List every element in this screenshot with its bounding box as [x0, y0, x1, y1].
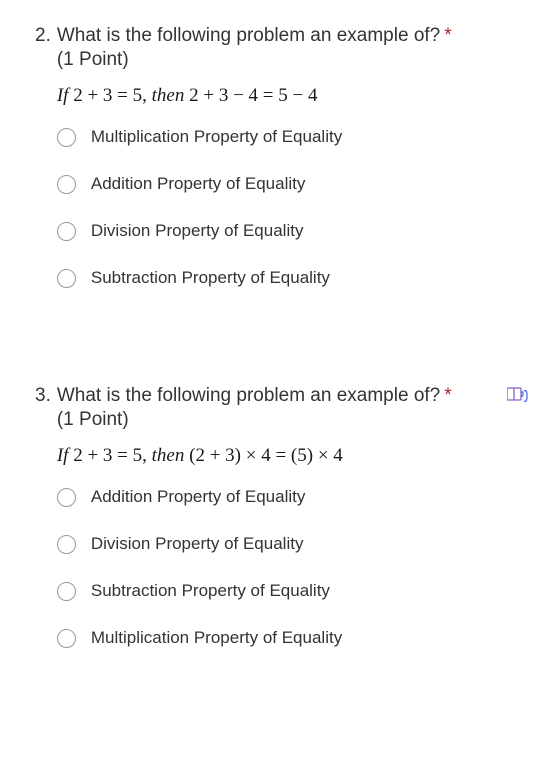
equation: If 2 + 3 = 5, then (2 + 3) × 4 = (5) × 4 [57, 445, 524, 467]
question-title-row: What is the following problem an example… [57, 25, 524, 47]
points-label: (1 Point) [57, 409, 524, 431]
question-title-row: What is the following problem an example… [57, 385, 524, 407]
equation-mid: then [152, 445, 185, 466]
equation-mid: then [152, 85, 185, 106]
question: 2. What is the following problem an examp… [35, 25, 524, 315]
question-header: 2. What is the following problem an examp… [35, 25, 524, 315]
equation-part: 2 + 3 − 4 = 5 − 4 [184, 85, 317, 106]
options-group: Addition Property of Equality Division Pr… [57, 487, 524, 648]
options-group: Multiplication Property of Equality Addit… [57, 127, 524, 288]
option[interactable]: Subtraction Property of Equality [57, 268, 524, 288]
radio-button[interactable] [57, 488, 76, 507]
question-content: What is the following problem an example… [57, 385, 524, 675]
question: 3. What is the following problem an examp… [35, 385, 524, 675]
radio-button[interactable] [57, 222, 76, 241]
option-label: Subtraction Property of Equality [91, 581, 330, 601]
option[interactable]: Addition Property of Equality [57, 487, 524, 507]
option-label: Multiplication Property of Equality [91, 628, 342, 648]
option-label: Addition Property of Equality [91, 174, 306, 194]
option-label: Division Property of Equality [91, 534, 304, 554]
question-text: What is the following problem an example… [57, 385, 440, 407]
equation-part: 2 + 3 = 5, [68, 85, 151, 106]
question-number: 3. [35, 385, 51, 407]
option-label: Subtraction Property of Equality [91, 268, 330, 288]
option[interactable]: Subtraction Property of Equality [57, 581, 524, 601]
equation-part: 2 + 3 = 5, [68, 445, 151, 466]
equation-prefix: If [57, 85, 69, 106]
option-label: Division Property of Equality [91, 221, 304, 241]
immersive-reader-icon[interactable] [507, 387, 529, 405]
question-content: What is the following problem an example… [57, 25, 524, 315]
radio-button[interactable] [57, 535, 76, 554]
required-star: * [444, 385, 451, 407]
equation: If 2 + 3 = 5, then 2 + 3 − 4 = 5 − 4 [57, 85, 524, 107]
radio-button[interactable] [57, 629, 76, 648]
equation-prefix: If [57, 445, 69, 466]
option-label: Multiplication Property of Equality [91, 127, 342, 147]
option[interactable]: Multiplication Property of Equality [57, 628, 524, 648]
question-number: 2. [35, 25, 51, 47]
radio-button[interactable] [57, 269, 76, 288]
radio-button[interactable] [57, 175, 76, 194]
option[interactable]: Division Property of Equality [57, 534, 524, 554]
question-text: What is the following problem an example… [57, 25, 440, 47]
equation-part: (2 + 3) × 4 = (5) × 4 [184, 445, 342, 466]
option[interactable]: Division Property of Equality [57, 221, 524, 241]
points-label: (1 Point) [57, 49, 524, 71]
option[interactable]: Addition Property of Equality [57, 174, 524, 194]
required-star: * [444, 25, 451, 47]
question-header: 3. What is the following problem an examp… [35, 385, 524, 675]
option-label: Addition Property of Equality [91, 487, 306, 507]
radio-button[interactable] [57, 582, 76, 601]
option[interactable]: Multiplication Property of Equality [57, 127, 524, 147]
radio-button[interactable] [57, 128, 76, 147]
